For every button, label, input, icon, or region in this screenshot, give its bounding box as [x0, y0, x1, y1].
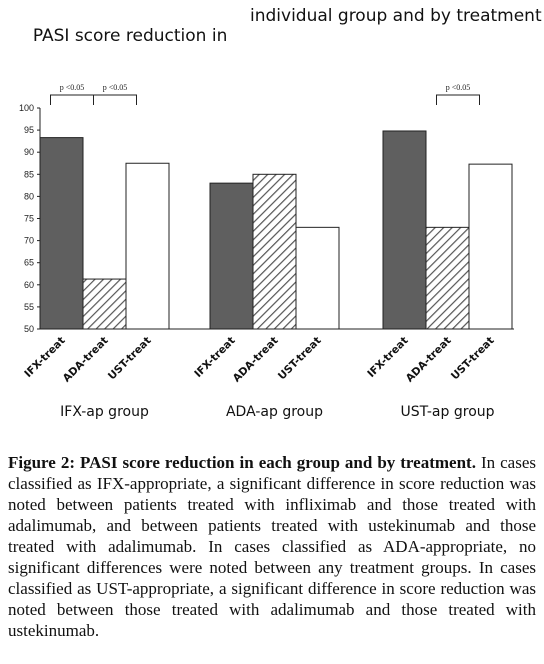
- bar: [468, 163, 513, 330]
- chart-title-part1: PASI score reduction in: [32, 26, 228, 46]
- category-label: IFX-treat: [365, 335, 410, 380]
- category-label: UST-treat: [106, 335, 154, 383]
- chart-title: PASI score reduction in individual group…: [22, 6, 542, 66]
- category-label: ADA-treat: [231, 335, 281, 385]
- bar: [209, 182, 254, 330]
- y-tick-label: 60: [24, 280, 34, 290]
- significance-bracket: [50, 94, 94, 105]
- bar: [425, 226, 470, 330]
- significance-label: p <0.05: [103, 83, 128, 92]
- significance-markers: p <0.05 p <0.05 p <0.05: [50, 83, 480, 105]
- chart-title-part2: individual group and by treatment: [250, 6, 542, 26]
- bar: [39, 137, 84, 330]
- y-tick-label: 100: [19, 103, 34, 113]
- category-label: IFX-treat: [22, 335, 67, 380]
- figure-caption: Figure 2: PASI score reduction in each g…: [8, 452, 536, 641]
- significance-bracket: [93, 94, 137, 105]
- bar: [125, 162, 170, 330]
- bar: [252, 173, 297, 330]
- category-label: ADA-treat: [61, 335, 111, 385]
- y-tick-label: 90: [24, 147, 34, 157]
- y-tick-label: 85: [24, 169, 34, 179]
- caption-label: Figure 2: PASI score reduction in each g…: [8, 453, 476, 472]
- category-label: UST-treat: [276, 335, 324, 383]
- y-tick-label: 95: [24, 125, 34, 135]
- y-tick-label: 65: [24, 258, 34, 268]
- bar: [82, 278, 127, 330]
- y-tick-label: 55: [24, 302, 34, 312]
- bar: [382, 130, 427, 330]
- y-tick-label: 70: [24, 236, 34, 246]
- y-tick-label: 80: [24, 191, 34, 201]
- significance-bracket: [436, 94, 480, 105]
- significance-label: p <0.05: [446, 83, 471, 92]
- group-label: IFX-ap group: [60, 404, 149, 420]
- y-tick-label: 75: [24, 214, 34, 224]
- y-tick-label: 50: [24, 324, 34, 334]
- category-label: ADA-treat: [404, 335, 454, 385]
- group-label: UST-ap group: [400, 404, 494, 420]
- category-label: IFX-treat: [192, 335, 237, 380]
- significance-label: p <0.05: [60, 83, 85, 92]
- caption-text: In cases classified as IFX-appropriate, …: [8, 453, 536, 640]
- category-label: UST-treat: [449, 335, 497, 383]
- group-label: ADA-ap group: [226, 404, 323, 420]
- bar: [295, 226, 340, 330]
- bars: [39, 130, 513, 330]
